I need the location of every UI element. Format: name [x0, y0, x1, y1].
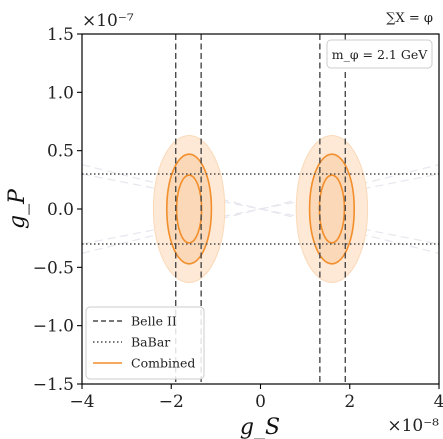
legend-label-babar: BaBar — [131, 335, 170, 350]
y-scale-label: ×10⁻⁷ — [82, 11, 134, 31]
legend: Belle II BaBar Combined — [85, 306, 205, 380]
annotation-text: m_φ = 2.1 GeV — [332, 47, 429, 62]
faint-band-line-3 — [82, 173, 439, 245]
x-tick-label-1: −2 — [159, 392, 184, 412]
annotation-box: m_φ = 2.1 GeV — [326, 39, 433, 69]
y-tick-label-6: 1.5 — [47, 25, 74, 45]
legend-box — [85, 306, 205, 380]
x-tick-label-2: 0 — [255, 392, 266, 412]
y-tick-label-0: −1.5 — [33, 375, 74, 395]
y-tick-label-3: 0.0 — [47, 200, 74, 220]
legend-label-combined: Combined — [131, 356, 195, 371]
faint-band-line-2 — [82, 173, 439, 245]
y-tick-label-5: 1.0 — [47, 83, 74, 103]
y-tick-label-1: −1.0 — [33, 317, 74, 337]
x-tick-label-3: 2 — [344, 392, 355, 412]
x-scale-label: ×10⁻⁸ — [387, 416, 439, 436]
x-tick-label-0: −4 — [69, 392, 94, 412]
combined-region-1-inner — [318, 174, 346, 244]
combined-region-0-inner — [175, 174, 203, 244]
y-tick-label-2: −0.5 — [33, 258, 74, 278]
top-right-label: ∑X = φ — [386, 11, 433, 26]
y-axis-label: g_P — [5, 188, 30, 229]
legend-label-belle2: Belle II — [131, 314, 177, 329]
x-axis-label: g_S — [240, 415, 280, 439]
x-tick-label-4: 4 — [434, 392, 443, 412]
faint-band-line-1 — [82, 164, 439, 254]
y-tick-label-4: 0.5 — [47, 142, 74, 162]
